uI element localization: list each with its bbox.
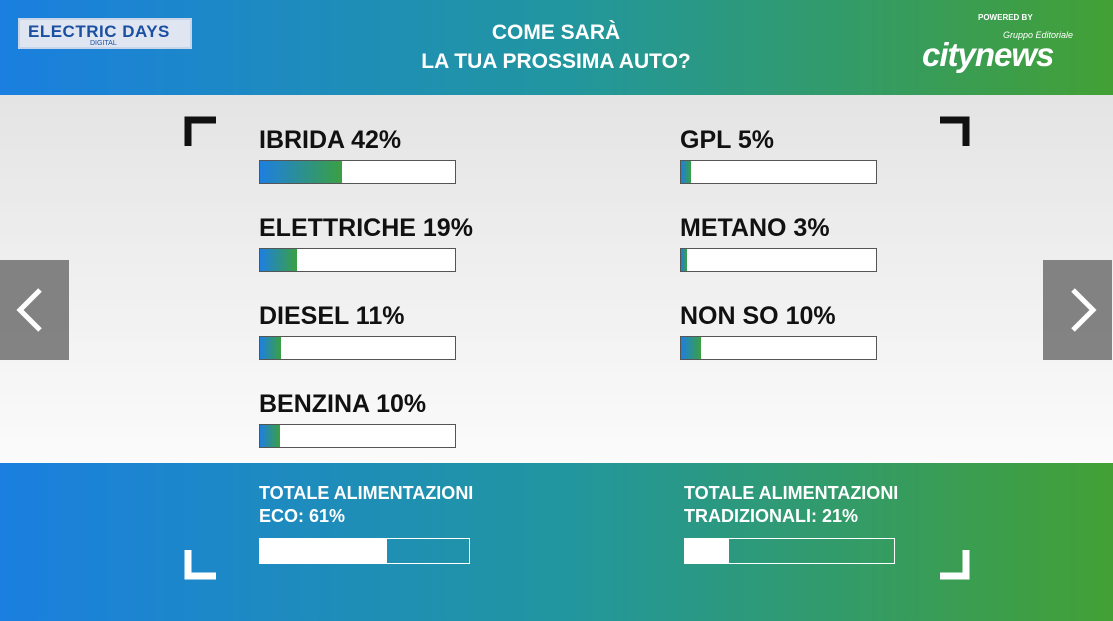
result-bar-track xyxy=(680,248,877,272)
corner xyxy=(940,116,970,146)
result-label: METANO 3% xyxy=(680,214,830,242)
result-bar xyxy=(681,249,687,271)
total-label-line: TRADIZIONALI: 21% xyxy=(684,506,859,526)
result-bar-track xyxy=(259,336,456,360)
logo-title: ELECTRIC DAYS xyxy=(28,22,170,41)
logo-subtitle: DIGITAL xyxy=(90,40,117,47)
chevron xyxy=(1071,288,1097,332)
result-label: NON SO 10% xyxy=(680,302,836,330)
total-bar-track xyxy=(684,538,895,564)
total-label: TOTALE ALIMENTAZIONI TRADIZIONALI: 21% xyxy=(684,482,898,528)
result-label: BENZINA 10% xyxy=(259,390,427,418)
total-label-line: TOTALE ALIMENTAZIONI xyxy=(259,483,474,503)
corner-brackets xyxy=(184,116,970,580)
result-bar-track xyxy=(259,160,456,184)
content-panel xyxy=(0,95,1113,463)
result-label: DIESEL 11% xyxy=(259,302,405,330)
result-bar-track xyxy=(680,160,877,184)
logo-box: ELECTRIC DAYS DIGITAL xyxy=(18,18,192,49)
result-label: GPL 5% xyxy=(680,126,775,154)
total-bar-track xyxy=(259,538,470,564)
sponsor-brand: citynews xyxy=(922,36,1054,73)
next-button[interactable] xyxy=(1043,260,1112,360)
title: COME SARÀ LA TUA PROSSIMA AUTO? xyxy=(356,18,756,76)
total-bar xyxy=(260,539,388,563)
prev-icon xyxy=(16,288,42,332)
chevron xyxy=(16,288,42,332)
sponsor-group: Gruppo Editoriale xyxy=(1003,30,1074,40)
result-bar-track xyxy=(680,336,877,360)
result-bar xyxy=(681,161,691,183)
result-bar xyxy=(260,425,280,447)
total-label-line: TOTALE ALIMENTAZIONI xyxy=(684,483,899,503)
next-icon xyxy=(1071,288,1097,332)
footer-band xyxy=(0,463,1113,621)
title-line: LA TUA PROSSIMA AUTO? xyxy=(421,50,691,73)
result-bar xyxy=(260,161,342,183)
corner xyxy=(184,550,216,580)
result-label: IBRIDA 42% xyxy=(259,126,402,154)
result-bar-track xyxy=(259,424,456,448)
powered-by: POWERED BY xyxy=(978,13,1033,22)
total-label-line: ECO: 61% xyxy=(259,506,346,526)
result-bar xyxy=(260,249,298,271)
corner xyxy=(940,550,970,580)
total-label: TOTALE ALIMENTAZIONI ECO: 61% xyxy=(259,482,473,528)
prev-button[interactable] xyxy=(0,260,69,360)
total-bar xyxy=(685,539,729,563)
result-bar xyxy=(260,337,282,359)
result-label: ELETTRICHE 19% xyxy=(259,214,473,242)
result-bar xyxy=(681,337,701,359)
corner xyxy=(184,116,216,146)
title-line: COME SARÀ xyxy=(491,21,621,44)
result-bar-track xyxy=(259,248,456,272)
